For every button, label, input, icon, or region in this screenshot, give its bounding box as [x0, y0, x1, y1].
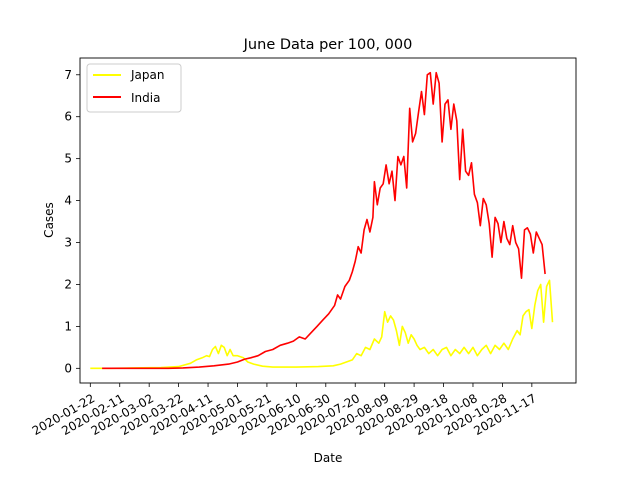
legend-label-japan: Japan — [130, 68, 164, 82]
y-axis-label: Cases — [42, 202, 56, 238]
y-tick-label: 6 — [64, 110, 72, 124]
y-tick-label: 3 — [64, 236, 72, 250]
y-axis: 0 1 2 3 4 5 6 7 — [64, 68, 80, 375]
y-tick-label: 5 — [64, 152, 72, 166]
y-tick-label: 0 — [64, 361, 72, 375]
y-tick-label: 4 — [64, 194, 72, 208]
y-tick-label: 1 — [64, 319, 72, 333]
x-axis-label: Date — [314, 451, 343, 465]
legend: Japan India — [86, 63, 182, 113]
plot-frame — [79, 57, 577, 384]
chart-title: June Data per 100, 000 — [243, 37, 413, 53]
series-layer — [90, 71, 554, 370]
legend-label-india: India — [131, 91, 160, 105]
y-tick-label: 2 — [64, 277, 72, 291]
y-tick-label: 7 — [64, 68, 72, 82]
series-line-japan — [90, 279, 554, 370]
series-line-india — [102, 71, 546, 370]
